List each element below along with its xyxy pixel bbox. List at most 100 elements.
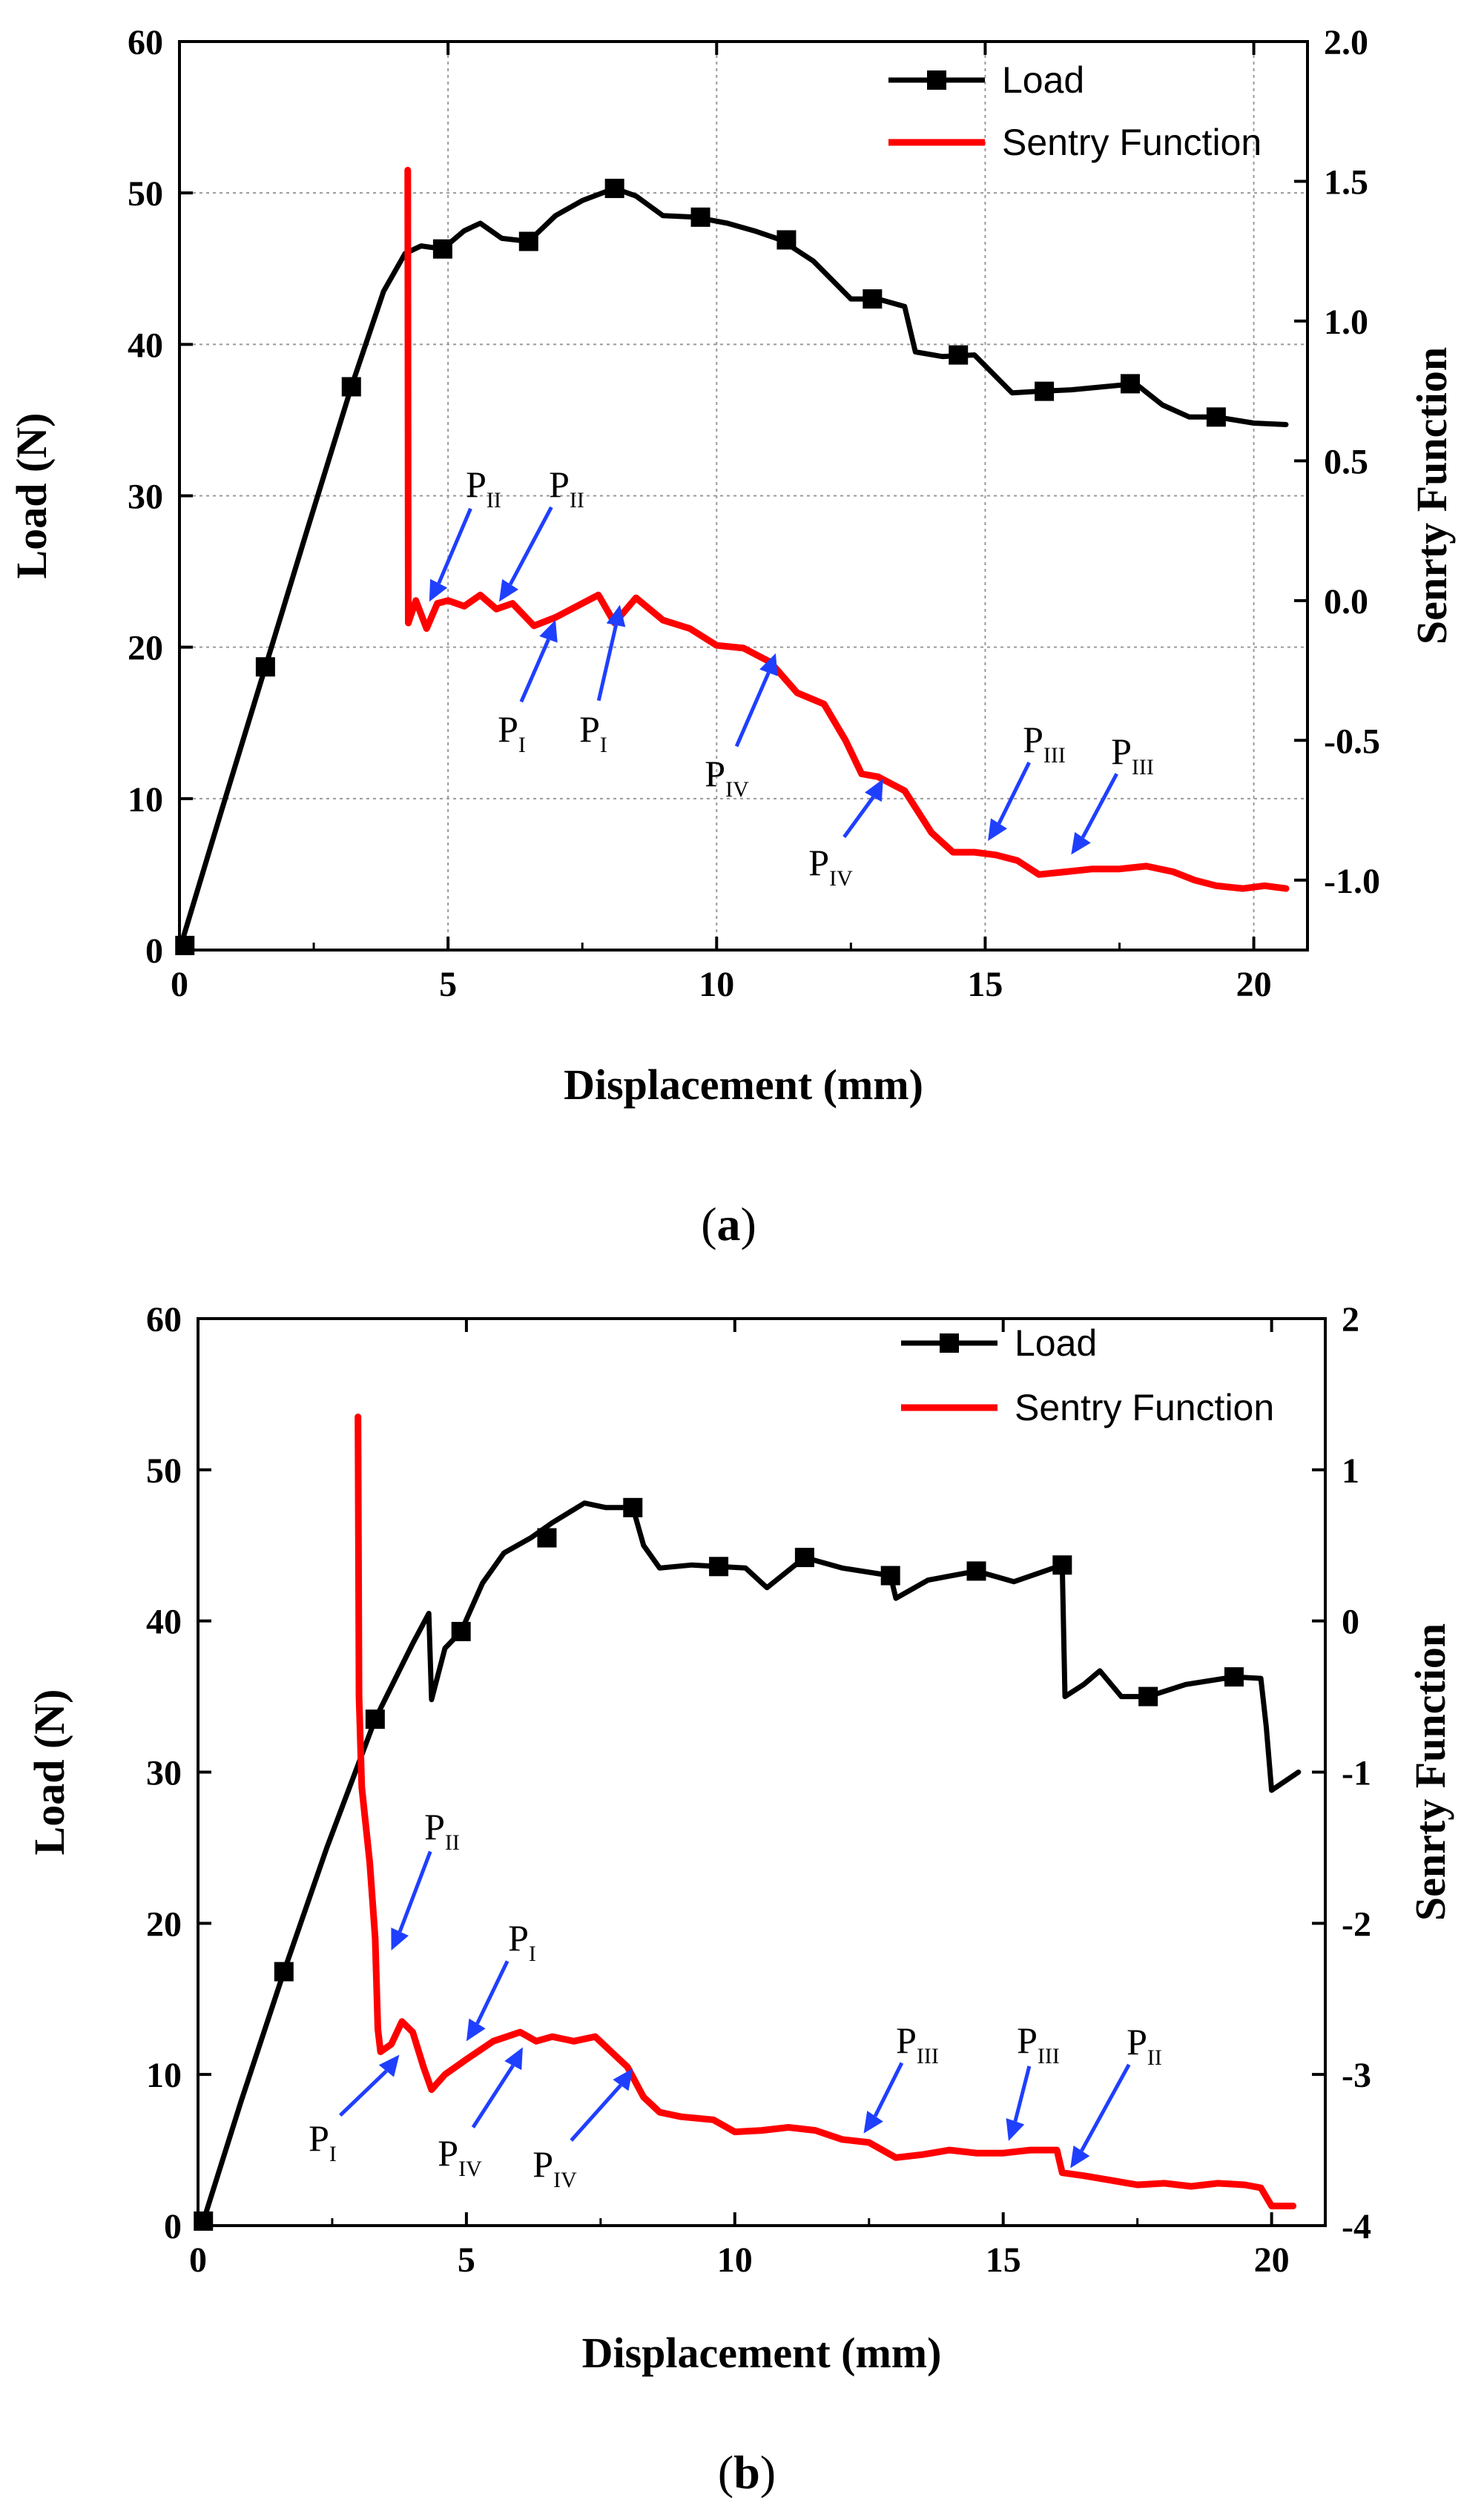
load-line: [200, 1500, 1302, 2224]
load-marker: [863, 289, 883, 309]
load-marker: [880, 1566, 900, 1586]
y-tick-label: 10: [146, 2056, 182, 2095]
annotation-label: PII: [549, 464, 584, 512]
load-marker: [365, 1709, 385, 1729]
annotation-label: PII: [466, 464, 501, 512]
load-marker: [1052, 1555, 1072, 1575]
y-tick-label: 20: [146, 1905, 182, 1944]
y-tick-label: 0: [164, 2207, 182, 2246]
annotation-label-sub: II: [487, 488, 501, 512]
legend-load-marker: [927, 70, 946, 90]
panel-caption-open: (: [718, 2446, 733, 2499]
annotation-arrowhead: [498, 578, 519, 602]
load-marker: [949, 345, 969, 365]
annotation-label-main: P: [424, 1806, 445, 1847]
annotation-arrowhead: [759, 653, 778, 676]
annotation-label-main: P: [498, 708, 518, 750]
y-tick-label: 60: [128, 23, 163, 62]
load-marker: [966, 1561, 986, 1581]
y-axis-title: Load (N): [25, 1689, 73, 1856]
panel-caption-letter: a: [717, 1198, 741, 1250]
annotation-label: PI: [508, 1917, 536, 1966]
annotation-label-main: P: [438, 2132, 458, 2174]
annotation-label-sub: III: [1038, 2044, 1060, 2068]
legend-load-label: Load: [1015, 1322, 1097, 1364]
load-marker: [274, 1962, 294, 1982]
y2-tick-label: 0.5: [1324, 442, 1368, 481]
annotation-label: PII: [424, 1806, 460, 1855]
load-marker: [1035, 381, 1055, 401]
y2-tick-label: 0.0: [1324, 582, 1368, 621]
annotation-arrowhead: [988, 818, 1008, 841]
y-tick-label: 20: [128, 629, 163, 668]
y-tick-label: 30: [128, 478, 163, 517]
y-tick-label: 30: [146, 1754, 182, 1793]
annotation-label-sub: IV: [829, 866, 853, 891]
y2-tick-label: -1.0: [1324, 862, 1380, 901]
annotation-label-sub: II: [570, 488, 584, 512]
legend-sentry-label: Sentry Function: [1015, 1387, 1274, 1428]
y2-tick-label: -2: [1342, 1905, 1371, 1944]
load-marker: [1224, 1667, 1244, 1687]
annotation-label: PI: [309, 2117, 337, 2166]
load-marker: [341, 377, 361, 397]
load-marker: [518, 231, 538, 251]
annotation-label: PIV: [438, 2132, 482, 2181]
load-marker: [1138, 1686, 1158, 1706]
panel-a: 0 5 10 15 20 0 10 20 30 40 50 60 -1.0 -0.5 0.0 0.5 1.0 1.…: [7, 23, 1456, 1250]
y-tick-label: 10: [128, 780, 163, 820]
y2-tick-label: 2.0: [1324, 23, 1368, 62]
y-tick-label: 40: [146, 1603, 182, 1642]
x-tick-label: 15: [986, 2240, 1021, 2280]
annotation-label-main: P: [532, 2143, 553, 2185]
annotation-label-main: P: [508, 1917, 529, 1959]
annotation-arrow: [519, 639, 550, 703]
annotation-arrowhead: [466, 2018, 486, 2042]
annotation-arrow: [997, 762, 1031, 825]
panel-caption-letter: b: [733, 2446, 760, 2499]
annotation-label: PIV: [705, 753, 749, 802]
load-marker: [255, 657, 275, 677]
y-tick-label: 60: [146, 1300, 182, 1339]
annotation-label-sub: I: [329, 2142, 337, 2166]
y2-tick-label: -3: [1342, 2056, 1371, 2095]
annotation-label-main: P: [1017, 2019, 1038, 2061]
annotation-arrowhead: [1071, 831, 1091, 855]
x-tick-label: 10: [717, 2240, 753, 2280]
panel-caption: (b): [718, 2446, 776, 2499]
annotation-arrow: [1080, 2063, 1131, 2152]
annotation-arrow: [508, 506, 553, 586]
load-marker: [623, 1497, 643, 1517]
y2-tick-label: 1.0: [1324, 303, 1368, 342]
annotation-label: PIII: [896, 2019, 939, 2068]
x-tick-label: 15: [967, 965, 1003, 1004]
legend-sentry-label: Sentry Function: [1002, 122, 1262, 163]
sentry-function-line: [404, 166, 1290, 892]
load-marker: [451, 1621, 471, 1641]
annotation-label: PIII: [1017, 2019, 1060, 2068]
x-tick-label: 20: [1254, 2240, 1290, 2280]
y2-tick-label: 0: [1342, 1603, 1359, 1642]
x-axis-title: Displacement (mm): [582, 2329, 942, 2377]
x-tick-label: 5: [439, 965, 457, 1004]
annotation-arrowhead: [1006, 2118, 1025, 2141]
annotation-label-main: P: [549, 464, 570, 505]
legend-load-marker: [940, 1333, 959, 1353]
y2-tick-label: -0.5: [1324, 722, 1380, 761]
annotation-arrowhead: [429, 578, 448, 602]
load-marker: [1120, 374, 1140, 394]
x-tick-label: 0: [189, 2240, 207, 2280]
x-tick-label: 0: [171, 965, 188, 1004]
annotation-label-sub: IV: [458, 2157, 482, 2181]
annotation-arrow: [475, 1960, 509, 2025]
panel-caption-open: (: [701, 1198, 716, 1250]
annotation-label-main: P: [808, 842, 829, 883]
y-tick-label: 50: [146, 1451, 182, 1491]
x-tick-label: 10: [699, 965, 734, 1004]
load-marker: [604, 179, 624, 199]
annotation-label: PIV: [532, 2143, 577, 2192]
annotation-label-sub: I: [518, 733, 526, 757]
y-tick-label: 0: [145, 931, 163, 971]
load-marker: [175, 935, 195, 955]
